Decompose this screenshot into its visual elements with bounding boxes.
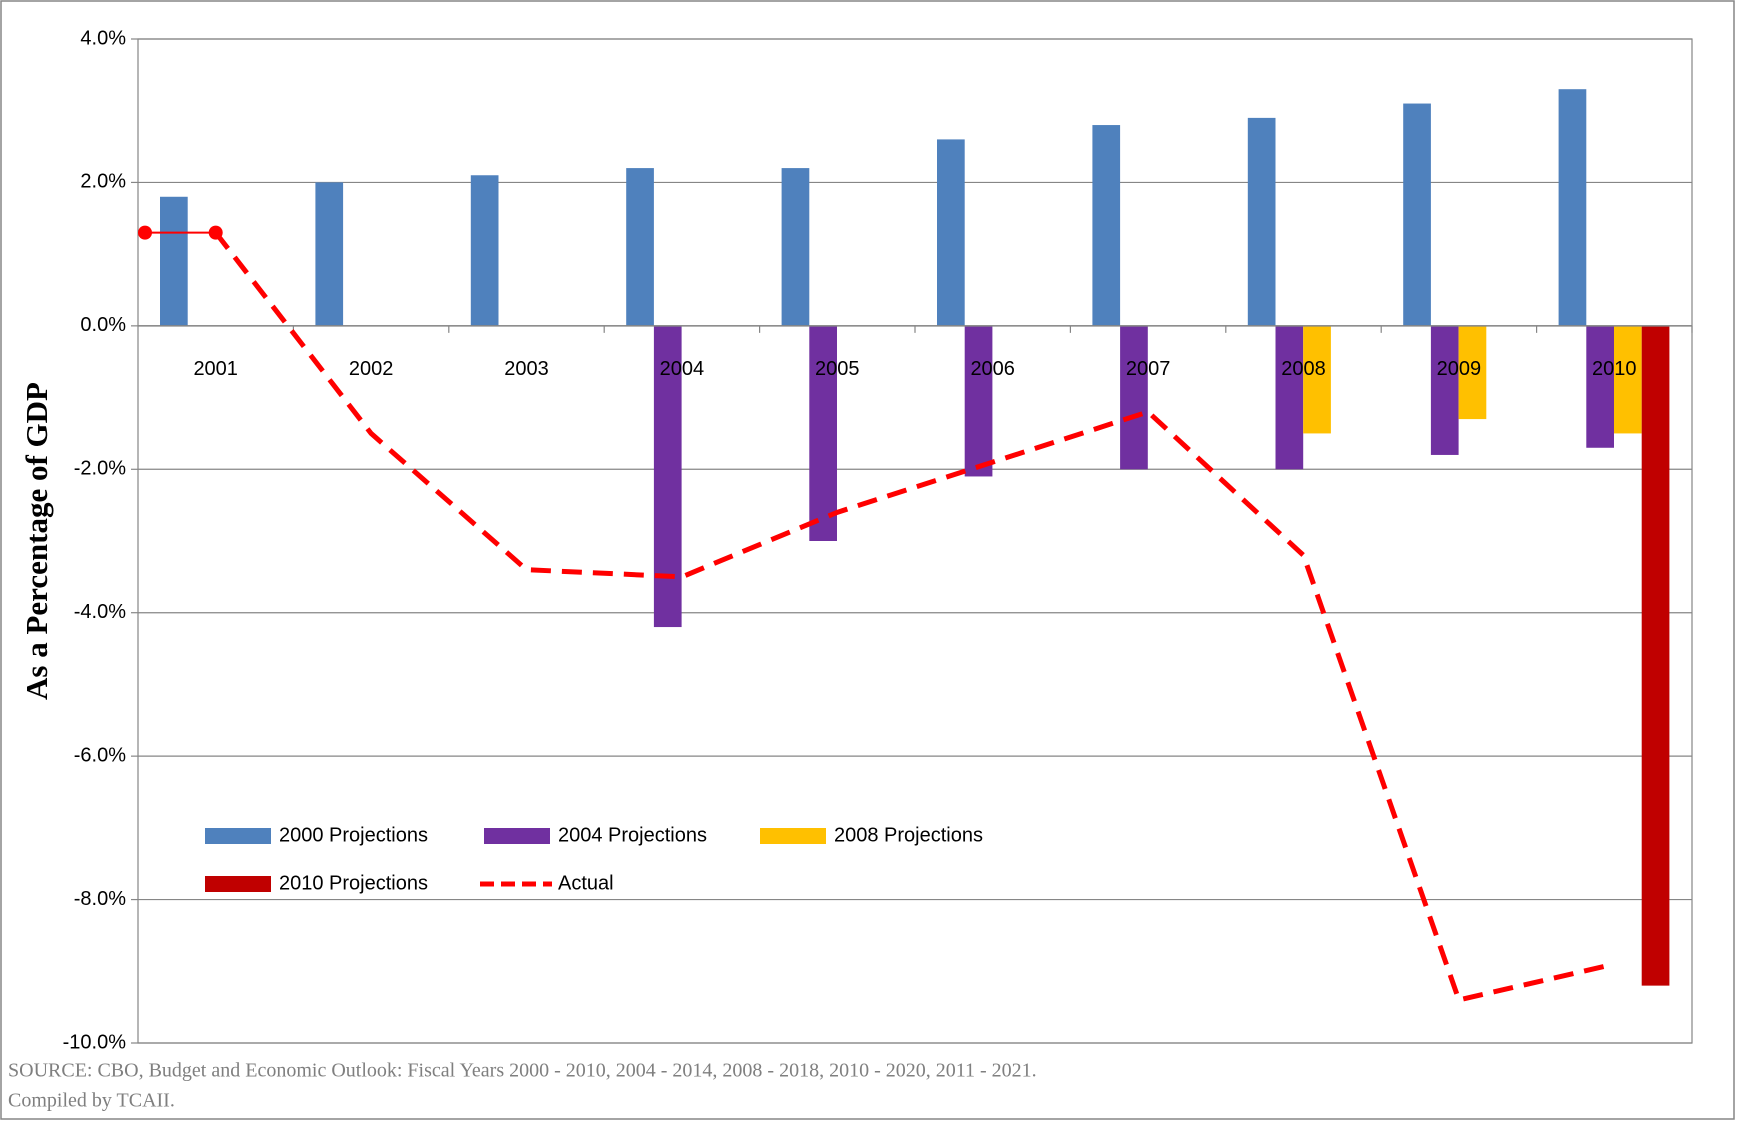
- y-tick-label: -6.0%: [74, 744, 126, 766]
- legend-label: 2010 Projections: [279, 872, 428, 894]
- bar: [964, 325, 993, 477]
- bar: [1403, 103, 1431, 326]
- y-axis-title: As a Percentage of GDP: [19, 382, 54, 700]
- legend-swatch: [760, 828, 826, 844]
- x-tick-label: 2003: [504, 358, 549, 380]
- y-tick-label: -10.0%: [63, 1031, 127, 1053]
- legend-label: 2000 Projections: [279, 824, 428, 846]
- legend-label: 2008 Projections: [834, 824, 983, 846]
- bar: [1430, 325, 1459, 455]
- x-tick-label: 2002: [349, 358, 394, 380]
- legend-swatch: [484, 828, 550, 844]
- y-tick-label: -4.0%: [74, 601, 126, 623]
- x-tick-label: 2001: [193, 358, 238, 380]
- credit-note: Compiled by TCAII.: [8, 1090, 175, 1112]
- y-tick-label: 4.0%: [80, 27, 126, 49]
- bar: [315, 182, 344, 326]
- bar: [160, 196, 188, 326]
- bar: [1586, 325, 1614, 448]
- actual-line: [213, 231, 1615, 1003]
- bar: [1558, 89, 1587, 326]
- bar: [1641, 325, 1670, 986]
- bar: [1247, 117, 1276, 326]
- source-note: SOURCE: CBO, Budget and Economic Outlook…: [8, 1060, 1037, 1082]
- x-tick-label: 2008: [1281, 358, 1326, 380]
- legend-label: Actual: [558, 872, 614, 894]
- bar: [1458, 325, 1487, 420]
- bar: [809, 325, 837, 541]
- x-tick-label: 2006: [970, 358, 1015, 380]
- legend-swatch: [205, 876, 271, 892]
- x-tick-label: 2007: [1126, 358, 1171, 380]
- plot-area: [137, 38, 1693, 1044]
- bar: [1275, 325, 1304, 470]
- x-tick-label: 2004: [660, 358, 705, 380]
- bar: [1614, 325, 1642, 434]
- bar: [626, 168, 654, 326]
- bar: [1303, 325, 1331, 434]
- x-tick-label: 2010: [1592, 358, 1637, 380]
- y-tick-label: 0.0%: [80, 314, 126, 336]
- x-tick-label: 2005: [815, 358, 860, 380]
- y-tick-label: -2.0%: [74, 458, 126, 480]
- legend-swatch: [205, 828, 271, 844]
- y-tick-label: 2.0%: [80, 171, 126, 193]
- legend-label: 2004 Projections: [558, 824, 707, 846]
- bar: [937, 139, 965, 326]
- x-tick-label: 2009: [1437, 358, 1482, 380]
- bar: [1092, 125, 1121, 326]
- bar: [470, 175, 499, 326]
- bar: [781, 168, 810, 326]
- bar: [1120, 325, 1148, 470]
- actual-start-marker: [138, 225, 152, 240]
- y-tick-label: -8.0%: [74, 888, 126, 910]
